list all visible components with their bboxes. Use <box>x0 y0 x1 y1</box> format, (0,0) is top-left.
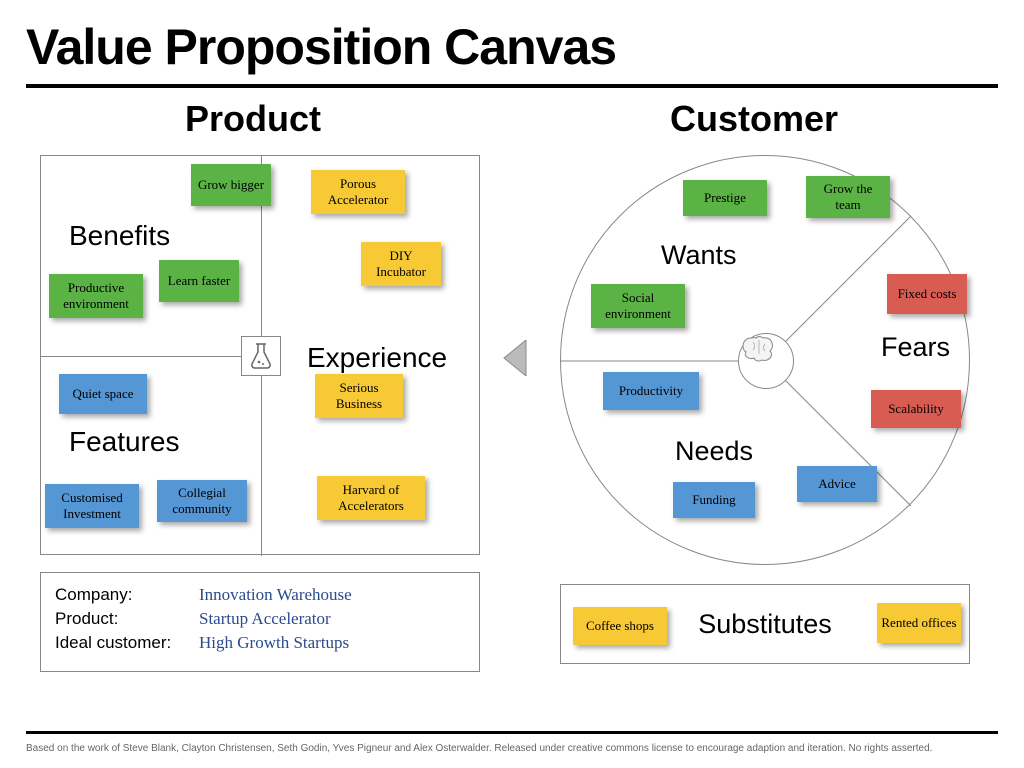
customer-heading: Customer <box>670 98 838 140</box>
sticky-note: Collegial community <box>157 480 247 522</box>
sticky-note: DIY Incubator <box>361 242 441 286</box>
sticky-note: Prestige <box>683 180 767 216</box>
product-canvas: Benefits Features Experience Grow bigger… <box>40 155 480 555</box>
sticky-note: Scalability <box>871 390 961 428</box>
customer-value: High Growth Startups <box>199 633 349 653</box>
company-label: Company: <box>55 585 185 605</box>
sticky-note: Learn faster <box>159 260 239 302</box>
title-rule <box>26 84 998 88</box>
sticky-note: Fixed costs <box>887 274 967 314</box>
page-title: Value Proposition Canvas <box>26 18 616 76</box>
substitutes-box: Substitutes Coffee shops Rented offices <box>560 584 970 664</box>
sticky-note: Harvard of Accelerators <box>317 476 425 520</box>
info-box: Company: Innovation Warehouse Product: Sta… <box>40 572 480 672</box>
sticky-note: Grow the team <box>806 176 890 218</box>
experience-label: Experience <box>307 342 447 374</box>
sticky-note: Funding <box>673 482 755 518</box>
sticky-note: Quiet space <box>59 374 147 414</box>
benefits-label: Benefits <box>69 220 170 252</box>
wants-label: Wants <box>661 240 737 271</box>
customer-label: Ideal customer: <box>55 633 185 653</box>
footer-rule <box>26 731 998 734</box>
sticky-note: Social environment <box>591 284 685 328</box>
features-label: Features <box>69 426 180 458</box>
sticky-note: Coffee shops <box>573 607 667 645</box>
sticky-note: Customised Investment <box>45 484 139 528</box>
product-heading: Product <box>185 98 321 140</box>
sticky-note: Advice <box>797 466 877 502</box>
flask-icon <box>241 336 281 376</box>
fears-label: Fears <box>881 332 950 363</box>
company-value: Innovation Warehouse <box>199 585 352 605</box>
sticky-note: Rented offices <box>877 603 961 643</box>
substitutes-label: Substitutes <box>698 609 832 640</box>
sticky-note: Serious Business <box>315 374 403 418</box>
sticky-note: Productivity <box>603 372 699 410</box>
sticky-note: Porous Accelerator <box>311 170 405 214</box>
product-hline <box>41 356 261 357</box>
sticky-note: Grow bigger <box>191 164 271 206</box>
footer-text: Based on the work of Steve Blank, Clayto… <box>26 743 998 754</box>
needs-label: Needs <box>675 436 753 467</box>
product-value: Startup Accelerator <box>199 609 331 629</box>
arrow-icon <box>498 340 528 376</box>
brain-icon <box>738 333 794 389</box>
sticky-note: Productive environment <box>49 274 143 318</box>
customer-canvas: Wants Needs Fears Prestige Grow the team S… <box>560 155 970 565</box>
product-label: Product: <box>55 609 185 629</box>
